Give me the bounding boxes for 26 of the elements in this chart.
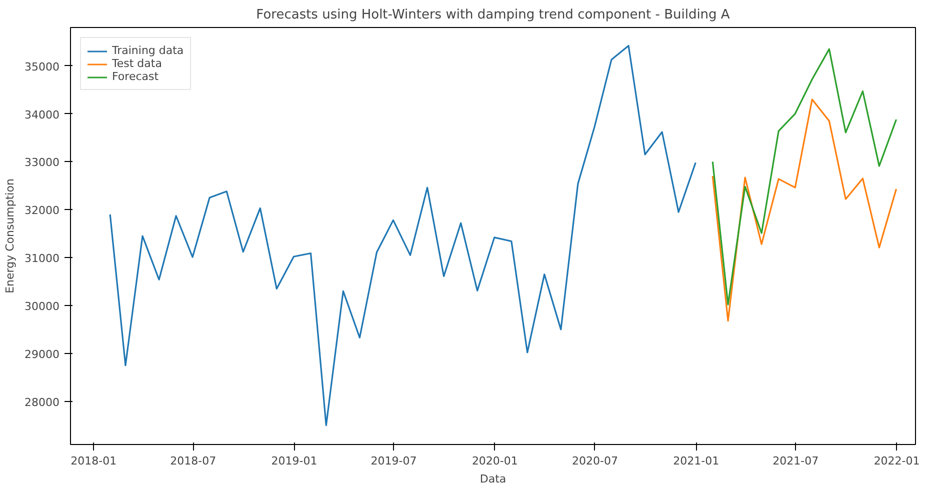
x-tick-label: 2018-01	[70, 454, 117, 468]
x-tick-label: 2020-01	[472, 454, 518, 468]
x-tick-label: 2021-01	[673, 454, 720, 468]
y-tick-label: 34000	[24, 108, 60, 122]
y-tick-label: 35000	[24, 60, 60, 74]
line-series	[712, 98, 898, 322]
y-tick-label: 33000	[24, 156, 60, 170]
x-tick-label: 2019-07	[370, 454, 417, 468]
x-tick-label: 2020-07	[572, 454, 618, 468]
line-series	[712, 48, 898, 306]
chart-title: Forecasts using Holt-Winters with damping trend component - Building A	[256, 8, 730, 22]
y-tick-label: 28000	[24, 396, 60, 409]
y-tick-label: 31000	[24, 252, 60, 266]
x-tick-label: 2018-07	[170, 454, 216, 468]
x-tick-label: 2021-07	[772, 454, 819, 468]
y-tick-label: 29000	[24, 348, 60, 361]
x-tick-label: 2022-01	[874, 454, 920, 468]
x-axis-title: Data	[480, 472, 506, 486]
x-tick-label: 2019-01	[271, 454, 318, 468]
legend-label: Training data	[112, 44, 184, 57]
legend-label: Forecast	[112, 70, 159, 83]
y-tick-label: 32000	[24, 204, 60, 218]
legend-label: Test data	[112, 57, 162, 70]
line-series	[109, 44, 696, 426]
y-tick-label: 30000	[24, 300, 60, 313]
y-axis-title: Energy Consumption	[4, 178, 17, 294]
